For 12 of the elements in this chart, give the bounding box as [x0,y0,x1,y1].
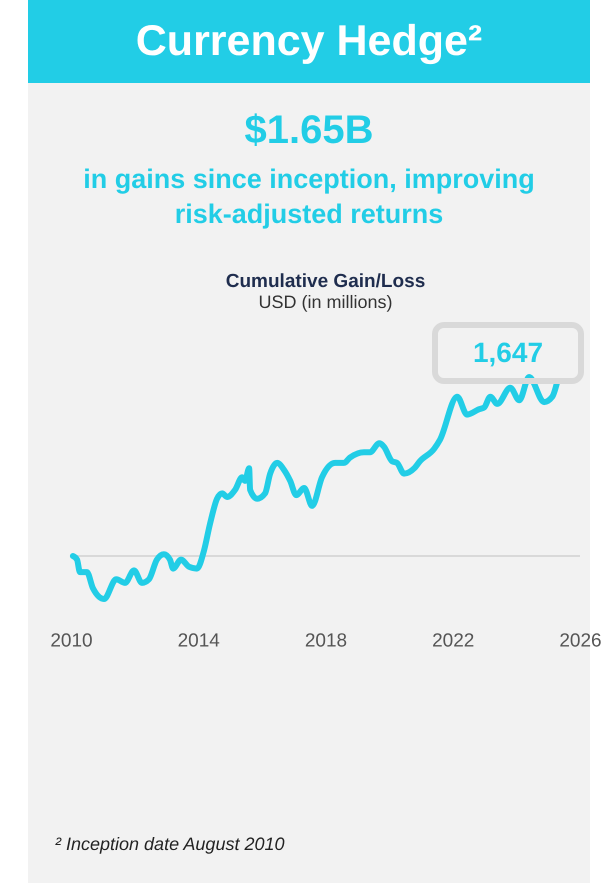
text: 1,647 [432,322,584,384]
x-tick-label: 2026 [559,630,602,652]
text: in gains since inception, improving risk-adjusted returns [82,163,536,231]
text: ² Inception date August 2010 [55,834,284,855]
x-tick-label: 2010 [50,630,93,652]
chart-subtitle: USD (in millions) [258,292,393,312]
x-tick-label: 2022 [432,630,474,652]
chart-title: Cumulative Gain/Loss [226,271,426,292]
text: Currency Hedge² [28,0,590,83]
x-tick-label: 2018 [304,630,348,652]
x-tick-label: 2014 [178,630,220,652]
text: $1.65B [244,108,374,153]
